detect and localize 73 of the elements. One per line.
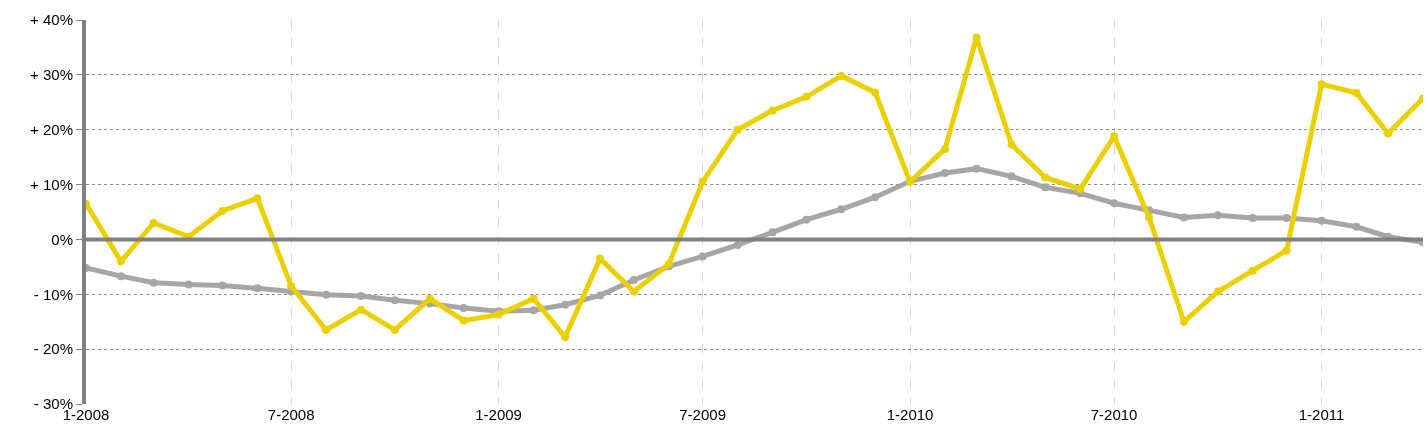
point: [184, 280, 193, 289]
point: [802, 215, 811, 224]
x-tick-label: 1-2009: [475, 406, 522, 423]
point: [733, 240, 742, 249]
x-tick-label: 7-2008: [267, 406, 315, 423]
point: [390, 325, 399, 334]
point: [287, 282, 296, 291]
point: [941, 169, 950, 178]
point: [629, 287, 638, 296]
y-tick-label: - 20%: [33, 340, 73, 358]
point: [253, 284, 262, 293]
y-tick-label: + 10%: [30, 175, 73, 193]
point: [768, 228, 777, 237]
point: [871, 88, 880, 97]
point: [1041, 183, 1050, 192]
point: [1282, 246, 1291, 255]
point: [425, 294, 434, 303]
point: [1041, 173, 1050, 182]
x-tick-label: 1-2010: [886, 406, 934, 423]
point: [322, 290, 331, 299]
point: [768, 106, 777, 115]
point: [390, 296, 399, 305]
point: [1248, 214, 1257, 223]
point: [1007, 140, 1016, 149]
point: [802, 92, 811, 101]
point: [459, 316, 468, 325]
point: [561, 333, 570, 342]
point: [1317, 216, 1326, 225]
point: [733, 125, 742, 134]
point: [459, 304, 468, 312]
x-tick-label: 7-2009: [679, 406, 726, 423]
y-tick-label: + 30%: [30, 66, 73, 84]
y-tick-label: + 20%: [30, 120, 73, 138]
y-tick-label: - 10%: [33, 285, 73, 303]
point: [149, 218, 158, 227]
point: [871, 193, 880, 202]
point: [941, 144, 950, 153]
point: [837, 205, 846, 214]
x-tick-label: 1-2011: [1298, 406, 1345, 423]
point: [972, 164, 981, 173]
point: [596, 291, 605, 300]
point: [357, 305, 366, 314]
point: [698, 177, 707, 186]
point: [1145, 213, 1154, 222]
y-tick-label: + 40%: [30, 11, 73, 29]
point: [972, 33, 981, 42]
point: [1110, 199, 1119, 208]
point: [698, 252, 707, 261]
point: [837, 71, 846, 80]
point: [1317, 80, 1326, 89]
point: [561, 300, 570, 309]
y-tick-label: 0%: [51, 230, 73, 248]
point: [1352, 88, 1361, 97]
point: [1384, 129, 1393, 138]
point: [529, 294, 538, 303]
point: [1007, 172, 1016, 181]
point: [1213, 211, 1222, 220]
point: [1248, 266, 1257, 275]
point: [253, 194, 262, 203]
point: [1076, 184, 1085, 193]
point: [357, 291, 366, 300]
x-tick-label: 7-2010: [1090, 406, 1138, 423]
point: [218, 281, 227, 290]
point: [149, 278, 158, 287]
point: [1352, 222, 1361, 231]
point: [218, 206, 227, 215]
point: [1282, 214, 1291, 223]
point: [322, 325, 331, 334]
point: [116, 272, 125, 281]
point: [1180, 213, 1189, 222]
point: [529, 306, 538, 315]
point: [1213, 287, 1222, 296]
point: [629, 276, 638, 285]
